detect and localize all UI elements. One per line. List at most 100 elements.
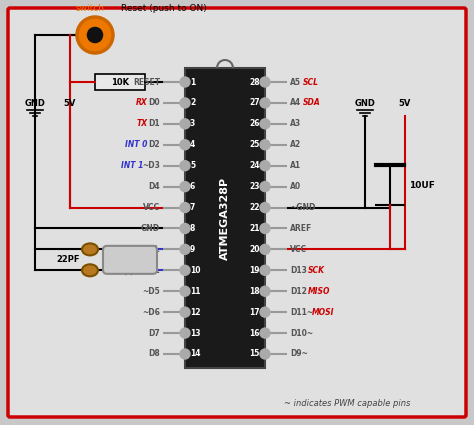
Text: RX: RX (136, 99, 147, 108)
Text: 5V: 5V (64, 99, 76, 108)
FancyBboxPatch shape (103, 246, 157, 274)
Text: 11: 11 (190, 287, 201, 296)
Circle shape (260, 119, 270, 129)
Text: D13: D13 (290, 266, 307, 275)
FancyBboxPatch shape (185, 68, 265, 368)
Circle shape (260, 265, 270, 275)
Circle shape (180, 161, 190, 171)
Text: D7: D7 (148, 329, 160, 337)
Text: 2: 2 (190, 99, 195, 108)
Circle shape (180, 119, 190, 129)
Text: D0: D0 (148, 99, 160, 108)
Circle shape (180, 98, 190, 108)
Text: ~D6: ~D6 (142, 308, 160, 317)
Text: MISO: MISO (308, 287, 330, 296)
Circle shape (180, 181, 190, 192)
Text: ~GND: ~GND (290, 203, 315, 212)
Circle shape (180, 244, 190, 255)
Text: 25: 25 (250, 140, 260, 149)
Ellipse shape (82, 244, 98, 255)
Text: 16MHZ: 16MHZ (126, 245, 135, 275)
Text: XTAL: XTAL (138, 245, 160, 254)
Text: A4: A4 (290, 99, 301, 108)
Text: GND: GND (141, 224, 160, 233)
Circle shape (87, 28, 102, 42)
Text: 24: 24 (249, 161, 260, 170)
Text: TX: TX (137, 119, 147, 128)
Circle shape (260, 203, 270, 212)
Text: D10~: D10~ (290, 329, 313, 337)
Text: 18: 18 (249, 287, 260, 296)
Text: 17: 17 (249, 308, 260, 317)
Text: D1: D1 (148, 119, 160, 128)
Text: AREF: AREF (290, 224, 312, 233)
Text: 14: 14 (190, 349, 201, 359)
Text: 28: 28 (249, 77, 260, 87)
Text: VCC: VCC (290, 245, 307, 254)
Text: D9~: D9~ (290, 349, 308, 359)
Circle shape (180, 286, 190, 296)
Text: A0: A0 (290, 182, 301, 191)
Text: 10K: 10K (111, 77, 129, 87)
Text: INT 1: INT 1 (121, 161, 144, 170)
Text: 7: 7 (190, 203, 195, 212)
Text: A1: A1 (290, 161, 301, 170)
Circle shape (77, 17, 113, 53)
Circle shape (180, 328, 190, 338)
Text: 19: 19 (249, 266, 260, 275)
Text: 15: 15 (250, 349, 260, 359)
Text: Reset (push to ON): Reset (push to ON) (121, 4, 207, 13)
Text: A2: A2 (290, 140, 301, 149)
Text: A5: A5 (290, 77, 301, 87)
Circle shape (180, 224, 190, 233)
Text: VCC: VCC (143, 203, 160, 212)
Text: 5V: 5V (399, 99, 411, 108)
Circle shape (180, 77, 190, 87)
Text: 20: 20 (249, 245, 260, 254)
Circle shape (260, 286, 270, 296)
Text: D8: D8 (148, 349, 160, 359)
Text: 21: 21 (249, 224, 260, 233)
Text: 16: 16 (249, 329, 260, 337)
Circle shape (180, 265, 190, 275)
Text: 13: 13 (190, 329, 201, 337)
Text: ~D5: ~D5 (142, 287, 160, 296)
Circle shape (260, 224, 270, 233)
Text: 1: 1 (190, 77, 195, 87)
Circle shape (260, 307, 270, 317)
Text: 22PF: 22PF (56, 255, 80, 264)
Text: A3: A3 (290, 119, 301, 128)
Text: 5: 5 (190, 161, 195, 170)
Text: D4: D4 (148, 182, 160, 191)
Text: GND: GND (355, 99, 375, 108)
Text: MOSI: MOSI (312, 308, 335, 317)
Text: 10UF: 10UF (409, 181, 435, 190)
Text: 22: 22 (249, 203, 260, 212)
Text: RESET: RESET (133, 77, 160, 87)
Text: ~D3: ~D3 (142, 161, 160, 170)
Circle shape (260, 77, 270, 87)
FancyBboxPatch shape (8, 8, 466, 417)
Text: 9: 9 (190, 245, 195, 254)
Text: D12: D12 (290, 287, 307, 296)
Text: 10: 10 (190, 266, 201, 275)
Text: SDA: SDA (303, 99, 321, 108)
Text: 8: 8 (190, 224, 195, 233)
Text: ~ indicates PWM capable pins: ~ indicates PWM capable pins (284, 399, 411, 408)
Text: 6: 6 (190, 182, 195, 191)
Circle shape (260, 244, 270, 255)
Circle shape (260, 161, 270, 171)
Text: switch: switch (75, 4, 104, 13)
Text: D2: D2 (148, 140, 160, 149)
Text: INT 0: INT 0 (125, 140, 147, 149)
Text: 23: 23 (249, 182, 260, 191)
Circle shape (180, 307, 190, 317)
Text: 3: 3 (190, 119, 195, 128)
Text: SCK: SCK (308, 266, 325, 275)
Text: GND: GND (25, 99, 46, 108)
Text: 26: 26 (249, 119, 260, 128)
Text: 12: 12 (190, 308, 201, 317)
Circle shape (180, 140, 190, 150)
Circle shape (260, 328, 270, 338)
Circle shape (180, 349, 190, 359)
